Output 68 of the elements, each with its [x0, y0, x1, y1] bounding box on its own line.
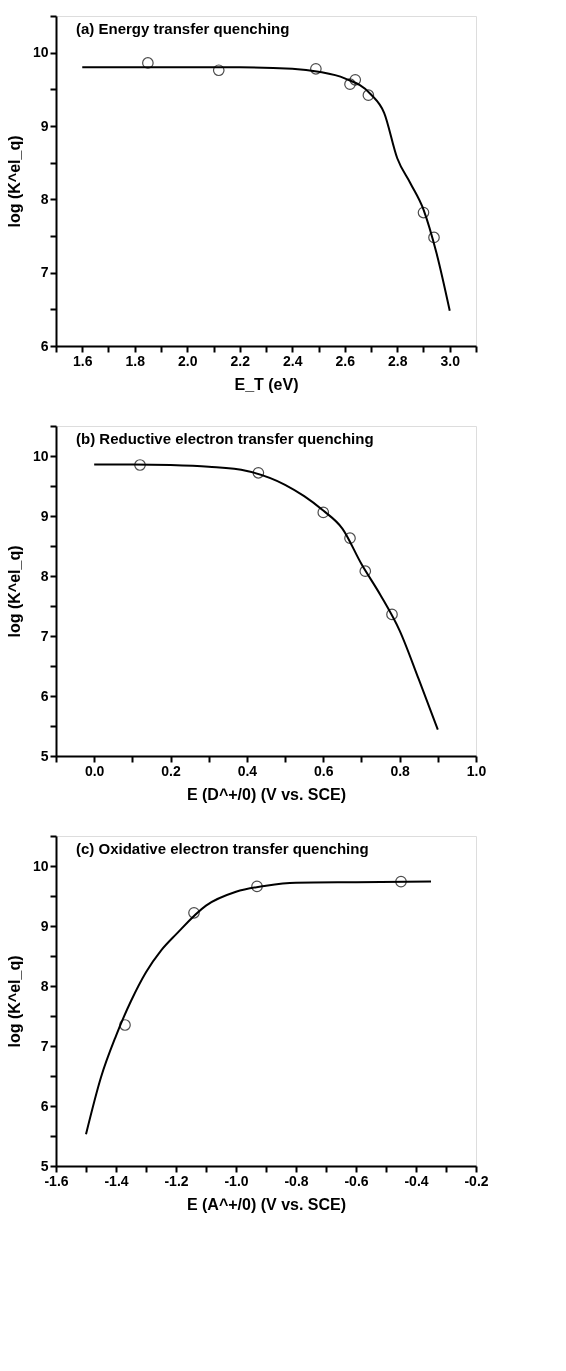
y-tick-label: 10 — [32, 857, 49, 874]
point — [395, 875, 407, 888]
y-tick-label: 8 — [40, 567, 49, 584]
y-tick-label: 8 — [40, 977, 49, 994]
y-tick-label: 6 — [40, 337, 49, 354]
line-series — [85, 880, 432, 1136]
x-tick-label: -1.2 — [164, 1172, 189, 1189]
y-axis-title: log (K^el_q) — [5, 135, 23, 228]
point — [188, 906, 200, 919]
point — [134, 459, 146, 471]
y-tick-label: 7 — [40, 264, 49, 281]
x-tick-label: 0.0 — [84, 762, 105, 779]
x-tick-label: 2.8 — [388, 352, 408, 369]
point — [344, 532, 356, 545]
line-series — [93, 463, 439, 731]
y-tick-label: 9 — [40, 507, 49, 524]
x-tick-label: -0.6 — [344, 1172, 369, 1189]
y-tick-label: 5 — [40, 747, 49, 764]
x-tick-label: 1.0 — [466, 762, 487, 779]
x-tick-label: -1.0 — [224, 1172, 249, 1189]
y-tick-label: 9 — [40, 917, 49, 934]
x-tick-label: 0.6 — [314, 762, 334, 779]
chart-title: (b) Reductive electron transfer quenching — [76, 430, 374, 447]
x-tick-label: -0.8 — [284, 1172, 309, 1189]
y-axis-title: log (K^el_q) — [5, 955, 23, 1048]
point — [428, 231, 440, 244]
x-tick-label: 1.8 — [125, 352, 146, 369]
x-tick-label: 0.4 — [237, 762, 258, 779]
x-tick-label: 0.2 — [161, 762, 181, 779]
point — [310, 62, 322, 75]
x-tick-label: 2.2 — [230, 352, 251, 369]
y-tick-label: 7 — [40, 627, 49, 644]
x-tick-label: -0.4 — [404, 1172, 429, 1189]
point — [142, 57, 154, 69]
point — [212, 64, 225, 77]
x-tick-label: 0.8 — [390, 762, 411, 779]
y-tick-label: 5 — [40, 1157, 49, 1174]
y-tick-label: 6 — [40, 687, 49, 704]
point — [349, 73, 362, 86]
y-tick-label: 9 — [40, 117, 49, 134]
point — [359, 565, 372, 578]
point — [252, 466, 265, 479]
x-tick-label: 2.0 — [178, 352, 198, 369]
point — [386, 608, 398, 621]
point — [119, 1019, 131, 1031]
y-tick-label: 10 — [32, 447, 49, 464]
y-tick-label: 10 — [32, 44, 49, 61]
x-axis-title: E_T (eV) — [234, 375, 299, 393]
point — [251, 880, 263, 893]
y-axis-title: log (K^el_q) — [5, 545, 23, 638]
point — [362, 89, 375, 102]
point — [344, 78, 356, 91]
chart-title: (c) Oxidative electron transfer quenching — [76, 840, 369, 857]
x-tick-label: 2.6 — [335, 352, 356, 369]
x-axis-title: E (A^+/0) (V vs. SCE) — [186, 1195, 347, 1213]
x-tick-label: -1.4 — [104, 1172, 129, 1189]
x-tick-label: -0.2 — [464, 1172, 489, 1189]
y-tick-label: 6 — [40, 1097, 49, 1114]
point — [417, 206, 430, 219]
x-axis-title: E (D^+/0) (V vs. SCE) — [186, 785, 347, 803]
y-tick-label: 8 — [40, 190, 49, 207]
x-tick-label: 2.4 — [283, 352, 303, 369]
y-tick-label: 7 — [40, 1037, 49, 1054]
point — [317, 506, 330, 519]
x-tick-label: 1.6 — [73, 352, 93, 369]
x-tick-label: 3.0 — [440, 352, 461, 369]
chart-title: (a) Energy transfer quenching — [76, 20, 290, 37]
x-tick-label: -1.6 — [44, 1172, 69, 1189]
